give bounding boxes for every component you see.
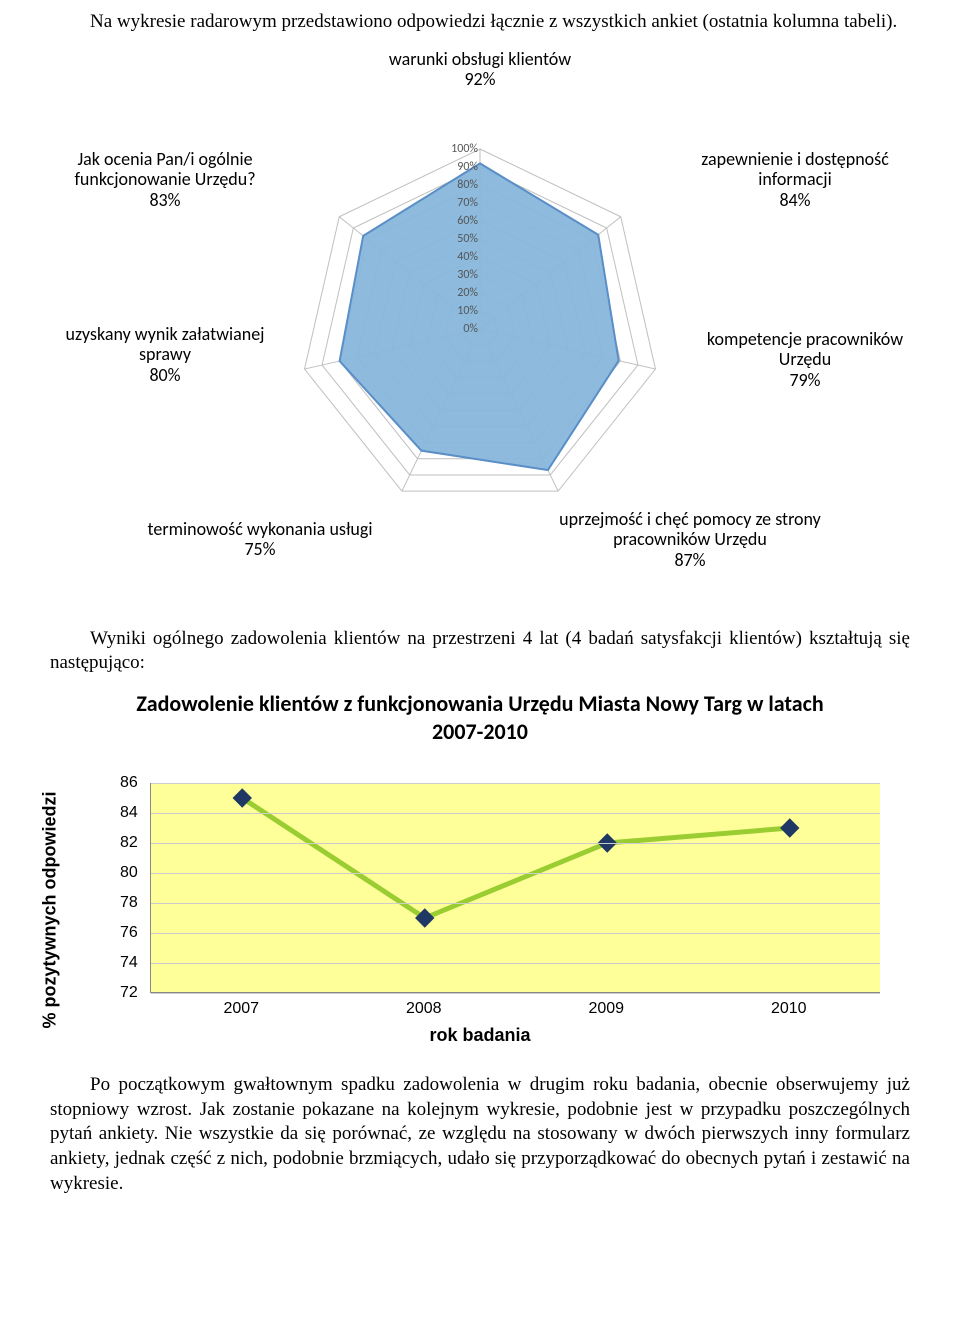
y-tick-label: 74 bbox=[120, 954, 160, 972]
grid-line bbox=[151, 903, 880, 904]
grid-line bbox=[151, 873, 880, 874]
radar-tick-label: 50% bbox=[448, 232, 478, 246]
radar-axis-label: warunki obsługi klientów 92% bbox=[360, 49, 600, 90]
grid-line bbox=[151, 783, 880, 784]
radar-tick-label: 30% bbox=[448, 268, 478, 282]
grid-line bbox=[151, 843, 880, 844]
y-axis-label: % pozytywnych odpowiedzi bbox=[40, 792, 61, 1029]
mid-paragraph: Wyniki ogólnego zadowolenia klientów na … bbox=[50, 627, 910, 676]
y-tick-label: 84 bbox=[120, 804, 160, 822]
intro-paragraph: Na wykresie radarowym przedstawiono odpo… bbox=[50, 10, 910, 35]
y-tick-label: 72 bbox=[120, 984, 160, 1002]
radar-tick-label: 70% bbox=[448, 196, 478, 210]
radar-tick-label: 0% bbox=[448, 322, 478, 336]
x-axis-label: rok badania bbox=[429, 1025, 530, 1046]
radar-axis-label: zapewnienie i dostępność informacji 84% bbox=[680, 149, 910, 211]
x-tick-label: 2008 bbox=[406, 1000, 442, 1018]
radar-tick-label: 40% bbox=[448, 250, 478, 264]
grid-line bbox=[151, 933, 880, 934]
radar-chart: 0% 10% 20% 30% 40% 50% 60% 70% 80% 90% 100% warunki… bbox=[50, 49, 910, 609]
radar-axis-label: Jak ocenia Pan/i ogólnie funkcjonowanie … bbox=[50, 149, 280, 211]
radar-tick-label: 10% bbox=[448, 304, 478, 318]
y-tick-label: 82 bbox=[120, 834, 160, 852]
y-tick-label: 78 bbox=[120, 894, 160, 912]
radar-tick-label: 60% bbox=[448, 214, 478, 228]
grid-line bbox=[151, 993, 880, 994]
x-tick-label: 2007 bbox=[223, 1000, 259, 1018]
radar-tick-label: 100% bbox=[448, 142, 478, 156]
line-svg bbox=[151, 783, 881, 993]
x-tick-label: 2009 bbox=[588, 1000, 624, 1018]
radar-axis-label: uzyskany wynik załatwianej sprawy 80% bbox=[50, 324, 280, 386]
grid-line bbox=[151, 813, 880, 814]
line-chart-title: Zadowolenie klientów z funkcjonowania Ur… bbox=[110, 690, 850, 745]
radar-axis-label: uprzejmość i chęć pomocy ze strony praco… bbox=[550, 509, 830, 571]
x-tick-label: 2010 bbox=[771, 1000, 807, 1018]
y-tick-label: 80 bbox=[120, 864, 160, 882]
plot-area bbox=[150, 783, 880, 993]
y-tick-label: 76 bbox=[120, 924, 160, 942]
radar-tick-label: 20% bbox=[448, 286, 478, 300]
radar-axis-label: kompetencje pracowników Urzędu 79% bbox=[690, 329, 920, 391]
end-paragraph: Po początkowym gwałtownym spadku zadowol… bbox=[50, 1073, 910, 1196]
radar-axis-label: terminowość wykonania usługi 75% bbox=[120, 519, 400, 560]
line-chart: % pozytywnych odpowiedzi rok badania 727… bbox=[60, 775, 900, 1045]
radar-tick-label: 90% bbox=[448, 160, 478, 174]
radar-tick-label: 80% bbox=[448, 178, 478, 192]
y-tick-label: 86 bbox=[120, 774, 160, 792]
grid-line bbox=[151, 963, 880, 964]
